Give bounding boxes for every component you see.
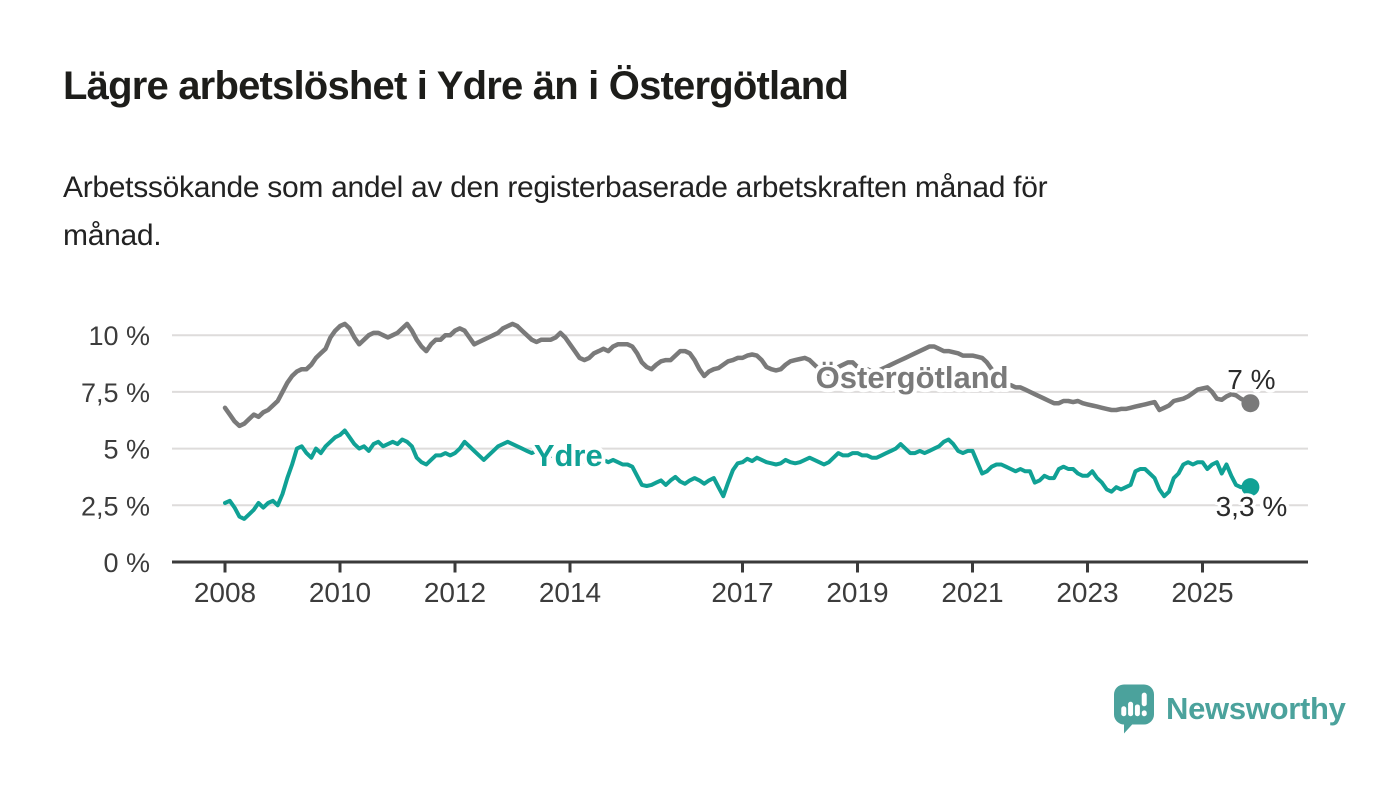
x-tick-label: 2008 xyxy=(194,577,256,608)
bar-3 xyxy=(1134,704,1140,717)
end-dot-ydre xyxy=(1241,478,1260,497)
bar-1 xyxy=(1121,706,1127,717)
x-tick-label: 2019 xyxy=(826,577,888,608)
x-tick-label: 2014 xyxy=(539,577,601,608)
newsworthy-bubble-chart-icon xyxy=(1114,684,1154,734)
exclamation-dot xyxy=(1141,710,1147,717)
newsworthy-logo: Newsworthy xyxy=(1114,684,1346,734)
y-tick-label: 2,5 % xyxy=(81,491,150,521)
x-tick-label: 2012 xyxy=(424,577,486,608)
y-tick-label: 7,5 % xyxy=(81,378,150,408)
x-tick-label: 2021 xyxy=(941,577,1003,608)
exclamation-stem xyxy=(1141,692,1147,707)
y-tick-label: 0 % xyxy=(103,548,150,578)
y-tick-label: 10 % xyxy=(88,321,150,351)
subtitle-line-1: Arbetssökande som andel av den registerb… xyxy=(63,171,1048,204)
chart-subtitle: Arbetssökande som andel av den registerb… xyxy=(63,164,1048,260)
subtitle-line-2: månad. xyxy=(63,219,162,252)
brand-name: Newsworthy xyxy=(1166,691,1346,726)
series-line-ydre xyxy=(223,428,1253,521)
x-tick-label: 2023 xyxy=(1056,577,1118,608)
x-tick-label: 2017 xyxy=(711,577,773,608)
speech-bubble-shape xyxy=(1114,684,1154,734)
page-title: Lägre arbetslöshet i Ydre än i Östergötl… xyxy=(63,64,849,108)
end-value-label-ostergotland: 7 % xyxy=(1227,364,1275,395)
x-tick-label: 2010 xyxy=(309,577,371,608)
y-tick-label: 5 % xyxy=(103,435,150,465)
end-dot-ostergotland xyxy=(1241,394,1260,413)
series-label-ydre: Ydre xyxy=(534,438,603,473)
series-line-ostergotland xyxy=(222,321,1253,429)
end-value-label-ydre: 3,3 % xyxy=(1216,491,1288,522)
series-label-ostergotland: Östergötland xyxy=(816,360,1009,395)
x-tick-label: 2025 xyxy=(1171,577,1233,608)
bar-2 xyxy=(1128,701,1134,717)
